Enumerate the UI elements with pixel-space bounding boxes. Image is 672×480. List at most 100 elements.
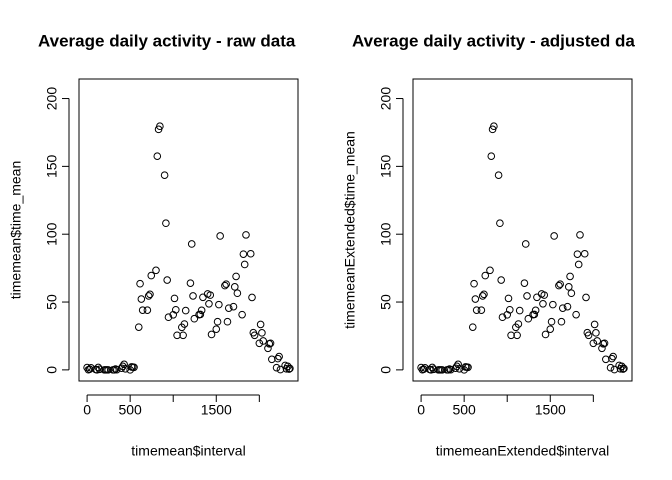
point bbox=[556, 280, 564, 288]
point bbox=[453, 362, 461, 371]
point bbox=[533, 293, 541, 302]
point bbox=[239, 250, 248, 258]
point bbox=[197, 306, 206, 315]
x-axis-label: timemean$interval bbox=[131, 443, 245, 459]
x-tick-label: 1500 bbox=[535, 402, 566, 418]
point bbox=[85, 365, 94, 373]
point bbox=[531, 306, 540, 315]
point bbox=[242, 231, 250, 239]
point bbox=[438, 366, 446, 374]
point bbox=[558, 304, 567, 312]
plot-box bbox=[78, 78, 299, 382]
y-tick-label: 50 bbox=[378, 294, 394, 310]
y-tick-label: 50 bbox=[44, 294, 60, 310]
point bbox=[156, 122, 164, 131]
point bbox=[540, 291, 549, 299]
point bbox=[170, 294, 179, 303]
point bbox=[564, 283, 573, 291]
y-tick-label: 0 bbox=[378, 366, 394, 374]
point bbox=[472, 306, 481, 314]
point bbox=[419, 365, 428, 373]
point bbox=[138, 306, 147, 314]
x-tick-label: 0 bbox=[83, 402, 91, 418]
point bbox=[498, 313, 507, 322]
point bbox=[205, 300, 213, 308]
point bbox=[207, 330, 216, 339]
point bbox=[573, 250, 582, 258]
point bbox=[246, 249, 255, 258]
point bbox=[238, 310, 246, 319]
point bbox=[454, 360, 462, 369]
point bbox=[266, 339, 275, 348]
point bbox=[592, 329, 600, 337]
point bbox=[186, 279, 195, 287]
x-axis-label: timemeanExtended$interval bbox=[436, 443, 610, 459]
point bbox=[144, 292, 153, 300]
point bbox=[619, 365, 627, 373]
x-tick-label: 500 bbox=[118, 402, 142, 418]
point bbox=[609, 352, 617, 361]
point bbox=[199, 293, 207, 302]
point bbox=[547, 317, 556, 326]
point bbox=[147, 271, 156, 280]
point bbox=[530, 310, 539, 319]
point bbox=[557, 317, 566, 326]
point bbox=[223, 317, 232, 326]
point bbox=[514, 320, 523, 328]
point bbox=[566, 272, 574, 281]
y-tick-label: 0 bbox=[44, 366, 60, 374]
y-axis-label: timemeanExtended$time_mean bbox=[342, 131, 358, 329]
point bbox=[229, 302, 238, 311]
y-tick-label: 200 bbox=[378, 87, 394, 111]
point bbox=[222, 280, 230, 288]
point bbox=[539, 300, 547, 308]
point bbox=[95, 365, 104, 374]
point bbox=[520, 279, 529, 287]
point bbox=[513, 331, 521, 340]
point bbox=[189, 292, 197, 300]
plot-box bbox=[412, 78, 633, 382]
point bbox=[240, 260, 249, 269]
point bbox=[504, 294, 513, 303]
point bbox=[507, 331, 515, 340]
point bbox=[212, 325, 221, 333]
point bbox=[470, 279, 478, 288]
point bbox=[276, 365, 285, 374]
point bbox=[541, 330, 550, 339]
y-tick-label: 200 bbox=[44, 87, 60, 111]
point bbox=[487, 152, 496, 160]
point bbox=[181, 306, 190, 315]
point bbox=[120, 360, 128, 369]
point bbox=[248, 293, 256, 302]
point bbox=[602, 355, 610, 364]
point bbox=[187, 240, 196, 248]
point bbox=[179, 331, 187, 340]
y-tick-label: 100 bbox=[378, 222, 394, 246]
point bbox=[590, 320, 599, 329]
point bbox=[464, 363, 472, 372]
point bbox=[146, 290, 154, 299]
point bbox=[563, 302, 572, 311]
point bbox=[574, 260, 583, 269]
y-tick-label: 150 bbox=[378, 154, 394, 178]
point bbox=[515, 306, 524, 315]
point bbox=[152, 266, 160, 275]
point bbox=[117, 364, 126, 373]
point bbox=[180, 320, 189, 328]
y-axis-label: timemean$time_mean bbox=[8, 161, 24, 300]
point bbox=[255, 339, 264, 348]
point bbox=[113, 365, 121, 374]
point bbox=[164, 313, 173, 322]
point bbox=[582, 293, 590, 302]
x-tick-label: 0 bbox=[417, 402, 425, 418]
point bbox=[478, 292, 487, 300]
point bbox=[134, 323, 143, 331]
point bbox=[620, 364, 628, 373]
chart-title: Average daily activity - adjusted da bbox=[352, 31, 635, 50]
point bbox=[494, 171, 503, 179]
point bbox=[206, 291, 215, 299]
point bbox=[173, 331, 181, 340]
point bbox=[137, 295, 146, 303]
point bbox=[477, 306, 486, 314]
